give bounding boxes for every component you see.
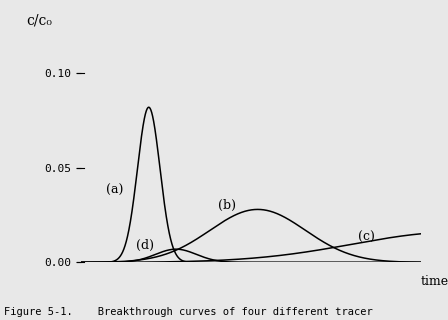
Text: (c): (c) xyxy=(358,231,375,244)
Text: c/c₀: c/c₀ xyxy=(26,13,52,28)
Text: Figure 5-1.    Breakthrough curves of four different tracer: Figure 5-1. Breakthrough curves of four … xyxy=(4,307,373,317)
Text: (a): (a) xyxy=(106,184,123,197)
Text: time: time xyxy=(421,276,448,288)
Text: (d): (d) xyxy=(136,239,154,252)
Text: (b): (b) xyxy=(218,199,236,212)
